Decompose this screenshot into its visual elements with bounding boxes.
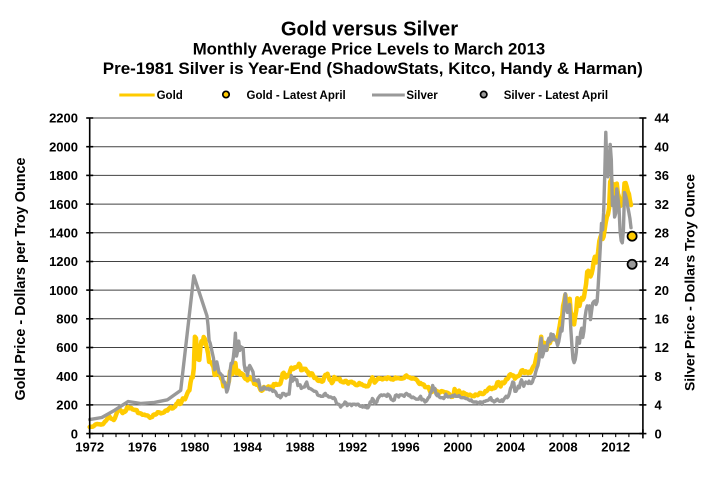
svg-text:Monthly Average Price Levels t: Monthly Average Price Levels to March 20… xyxy=(193,39,546,58)
svg-text:1988: 1988 xyxy=(286,440,315,455)
svg-text:0: 0 xyxy=(71,426,78,441)
svg-text:200: 200 xyxy=(56,398,78,413)
svg-text:1200: 1200 xyxy=(49,254,78,269)
svg-text:1984: 1984 xyxy=(233,440,263,455)
svg-text:2000: 2000 xyxy=(443,440,472,455)
svg-text:Silver - Latest April: Silver - Latest April xyxy=(504,90,608,102)
svg-text:28: 28 xyxy=(655,226,669,241)
svg-text:2200: 2200 xyxy=(49,111,78,126)
svg-text:1972: 1972 xyxy=(75,440,104,455)
svg-text:0: 0 xyxy=(655,426,662,441)
svg-text:44: 44 xyxy=(655,111,670,126)
svg-text:800: 800 xyxy=(56,312,78,327)
svg-text:8: 8 xyxy=(655,369,662,384)
svg-text:600: 600 xyxy=(56,340,78,355)
svg-text:40: 40 xyxy=(655,139,669,154)
svg-text:Pre-1981 Silver is Year-End (S: Pre-1981 Silver is Year-End (ShadowStats… xyxy=(103,59,643,78)
svg-text:20: 20 xyxy=(655,283,669,298)
svg-text:Silver Price - Dollars Troy Ou: Silver Price - Dollars Troy Ounce xyxy=(682,174,698,391)
svg-text:1400: 1400 xyxy=(49,226,78,241)
svg-text:2000: 2000 xyxy=(49,139,78,154)
svg-text:400: 400 xyxy=(56,369,78,384)
svg-text:1000: 1000 xyxy=(49,283,78,298)
svg-text:2008: 2008 xyxy=(549,440,578,455)
svg-text:2012: 2012 xyxy=(601,440,630,455)
svg-text:16: 16 xyxy=(655,312,669,327)
svg-text:Gold versus Silver: Gold versus Silver xyxy=(281,19,458,41)
svg-text:1996: 1996 xyxy=(391,440,420,455)
svg-text:2004: 2004 xyxy=(496,440,526,455)
svg-text:Silver: Silver xyxy=(406,90,438,102)
svg-text:1976: 1976 xyxy=(128,440,157,455)
svg-text:36: 36 xyxy=(655,168,669,183)
svg-text:24: 24 xyxy=(655,254,670,269)
svg-text:32: 32 xyxy=(655,197,669,212)
svg-text:1800: 1800 xyxy=(49,168,78,183)
svg-text:Gold - Latest April: Gold - Latest April xyxy=(247,90,346,102)
svg-text:4: 4 xyxy=(655,398,663,413)
svg-text:1992: 1992 xyxy=(338,440,367,455)
svg-text:Gold: Gold xyxy=(157,90,183,102)
svg-text:Gold Price - Dollars per Troy: Gold Price - Dollars per Troy Ounce xyxy=(13,157,29,400)
svg-text:1600: 1600 xyxy=(49,197,78,212)
svg-text:12: 12 xyxy=(655,340,669,355)
svg-text:1980: 1980 xyxy=(180,440,209,455)
